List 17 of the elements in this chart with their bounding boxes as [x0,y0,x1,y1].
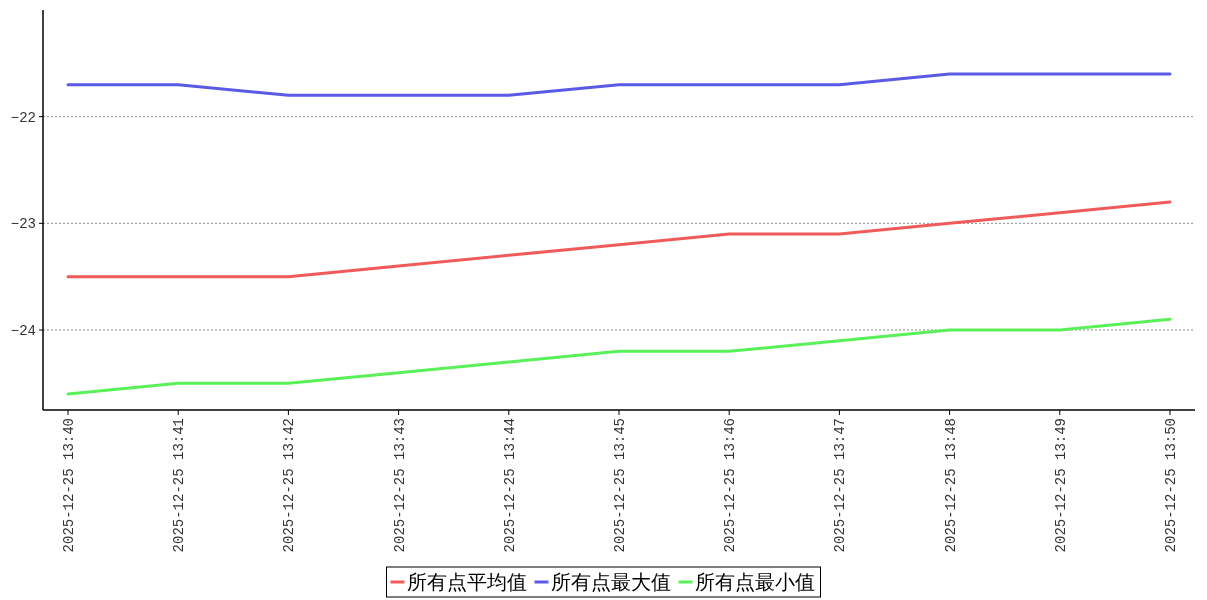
x-tick-label: 2025-12-25 13:44 [501,418,518,553]
legend-label: 所有点平均值 [406,570,527,594]
x-tick-label: 2025-12-25 13:43 [391,418,408,553]
y-tick-label: −22 [10,109,36,126]
x-tick-label: 2025-12-25 13:41 [171,418,188,553]
x-tick-label: 2025-12-25 13:50 [1163,418,1179,553]
x-tick-label: 2025-12-25 13:48 [942,418,959,553]
legend-label: 所有点最小值 [694,570,815,594]
legend-label: 所有点最大值 [550,570,671,594]
x-tick-label: 2025-12-25 13:47 [832,418,849,553]
x-tick-label: 2025-12-25 13:42 [281,418,298,553]
y-tick-label: −24 [10,323,36,339]
x-tick-label: 2025-12-25 13:46 [722,418,739,553]
x-tick-label: 2025-12-25 13:49 [1052,418,1069,553]
x-tick-label: 2025-12-25 13:45 [612,418,628,553]
x-tick-label: 2025-12-25 13:40 [61,418,77,553]
y-tick-label: −23 [10,216,36,233]
